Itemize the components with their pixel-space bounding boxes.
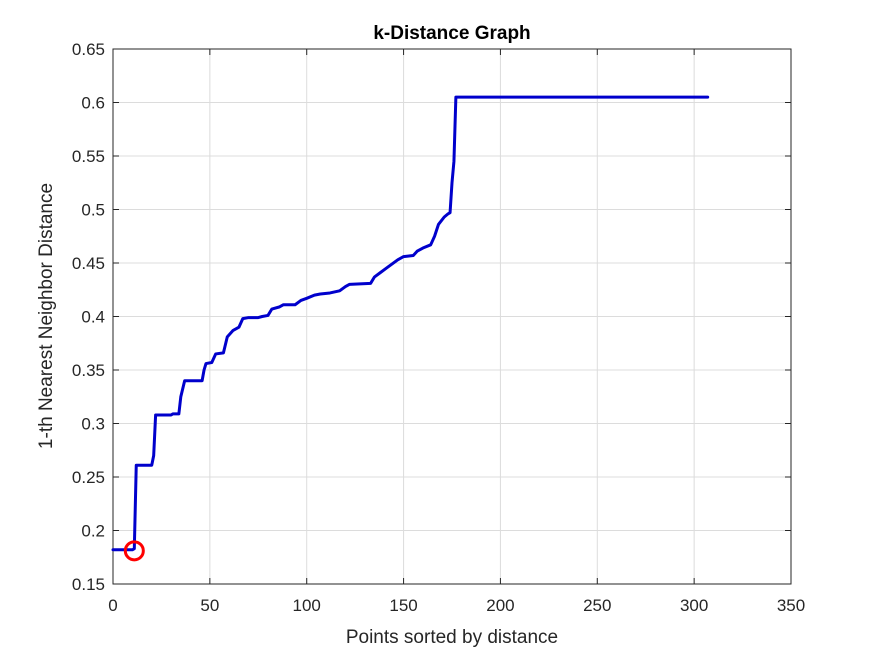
x-tick-label: 50: [200, 596, 219, 615]
y-tick-label: 0.35: [72, 361, 105, 380]
y-tick-label: 0.5: [81, 201, 105, 220]
y-tick-label: 0.6: [81, 94, 105, 113]
series-line: [111, 95, 710, 552]
y-axis-label: 1-th Nearest Neighbor Distance: [36, 183, 57, 449]
y-tick-label: 0.4: [81, 308, 105, 327]
x-tick-label: 100: [293, 596, 321, 615]
y-tick-label: 0.45: [72, 254, 105, 273]
y-tick-label: 0.3: [81, 415, 105, 434]
y-tick-label: 0.15: [72, 575, 105, 594]
x-axis-label: Points sorted by distance: [346, 627, 558, 648]
x-tick-label: 250: [583, 596, 611, 615]
elbow-marker: [123, 540, 145, 562]
y-tick-label: 0.55: [72, 147, 105, 166]
y-tick-label: 0.65: [72, 40, 105, 59]
x-tick-label: 150: [389, 596, 417, 615]
data-layer: [111, 95, 710, 562]
y-tick-label: 0.2: [81, 522, 105, 541]
x-tick-label: 200: [486, 596, 514, 615]
x-tick-label: 300: [680, 596, 708, 615]
chart-title: k-Distance Graph: [373, 23, 530, 44]
x-tick-label: 0: [108, 596, 117, 615]
ticks: 0 50 100 150 200 250 300 350 0.15 0.2 0.25 0.3 0.35 0…: [72, 40, 805, 615]
y-tick-label: 0.25: [72, 468, 105, 487]
x-tick-label: 350: [777, 596, 805, 615]
